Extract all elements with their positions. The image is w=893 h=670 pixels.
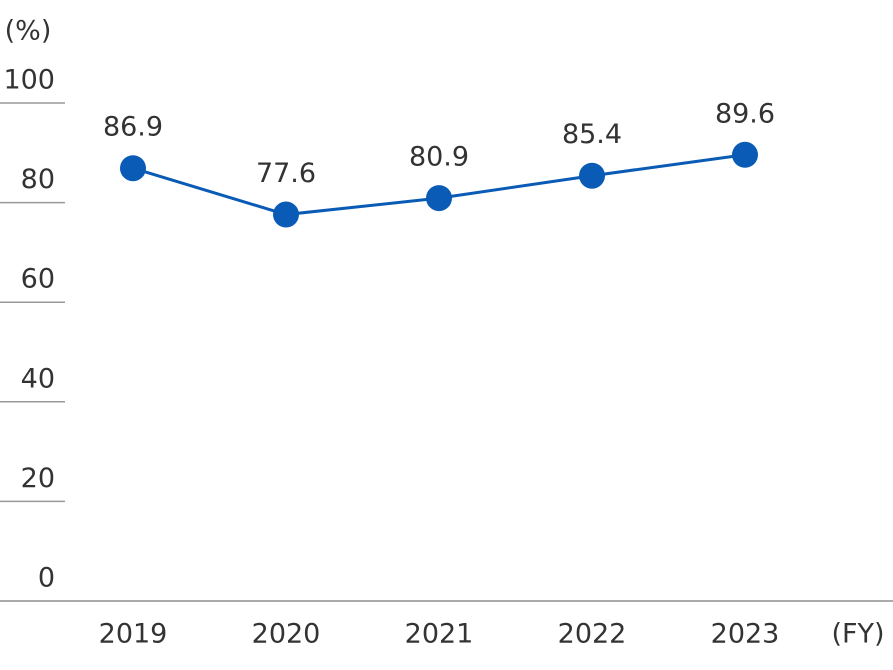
- y-axis-label: (%): [5, 16, 52, 47]
- x-tick-label: 2022: [558, 619, 627, 650]
- data-label: 77.6: [256, 158, 316, 189]
- data-label: 80.9: [409, 142, 469, 173]
- x-tick-label: 2021: [405, 619, 474, 650]
- data-point: [426, 185, 452, 212]
- x-tick-label: 2019: [99, 619, 168, 650]
- data-label: 86.9: [103, 112, 163, 143]
- y-tick-label: 100: [3, 65, 55, 96]
- y-tick-label: 60: [21, 264, 55, 295]
- y-tick-label: 80: [21, 164, 55, 195]
- data-label: 85.4: [562, 119, 622, 150]
- data-label: 89.6: [715, 98, 775, 129]
- y-tick-label: 20: [21, 463, 55, 494]
- data-point: [732, 141, 758, 168]
- x-axis-label: (FY): [831, 619, 884, 650]
- data-point: [579, 162, 605, 189]
- x-tick-label: 2023: [711, 619, 780, 650]
- data-point: [273, 201, 299, 228]
- y-tick-label: 0: [38, 563, 55, 594]
- y-tick-label: 40: [21, 363, 55, 394]
- x-tick-label: 2020: [252, 619, 321, 650]
- data-point: [120, 155, 146, 182]
